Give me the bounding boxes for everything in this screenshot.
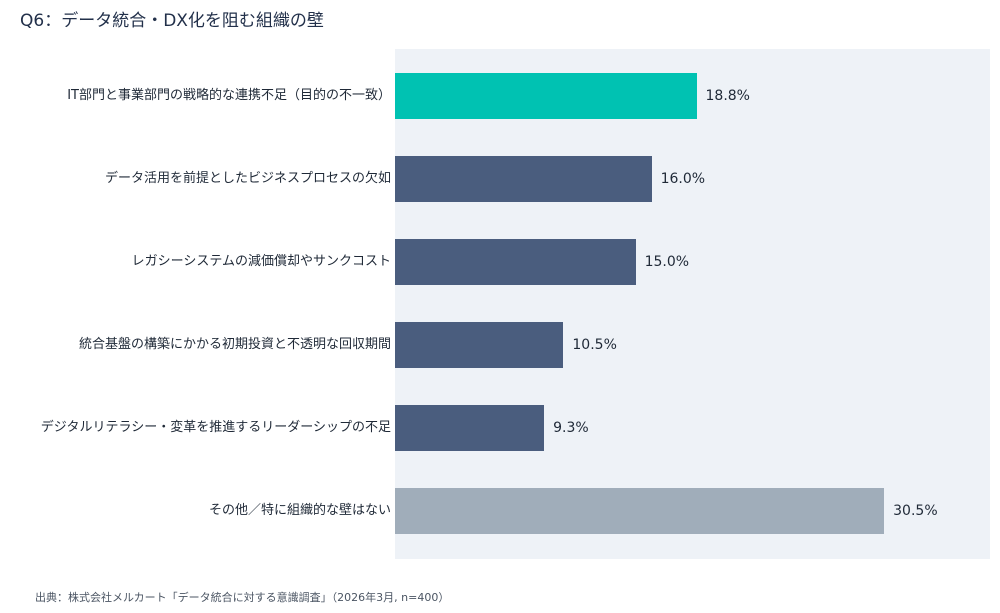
value-label-2: 16.0% bbox=[660, 171, 706, 187]
bar-5 bbox=[395, 405, 545, 451]
value-label-4: 10.5% bbox=[572, 337, 617, 353]
category-label-2: データ活用を前提としたビジネスプロセスの欠如 bbox=[104, 171, 391, 186]
bar-2 bbox=[395, 156, 652, 202]
value-label-3: 15.0% bbox=[644, 254, 690, 270]
bar-3 bbox=[395, 239, 636, 285]
category-label-4: 統合基盤の構築にかかる初期投資と不透明な回収期間 bbox=[78, 337, 391, 352]
bar-6 bbox=[395, 488, 885, 534]
value-label-5: 9.3% bbox=[553, 420, 589, 436]
source-note: 出典：株式会社メルカート「データ統合に対する意識調査」（2026年3月, n=4… bbox=[35, 591, 450, 604]
chart-title: Q6：データ統合・DX化を阻む組織の壁 bbox=[20, 11, 324, 31]
category-label-6: その他／特に組織的な壁はない bbox=[208, 503, 391, 518]
category-label-3: レガシーシステムの減価償却やサンクコスト bbox=[131, 254, 391, 269]
category-label-1: IT部門と事業部門の戦略的な連携不足（目的の不一致） bbox=[67, 88, 391, 103]
value-label-6: 30.5% bbox=[893, 503, 938, 519]
category-label-5: デジタルリテラシー・変革を推進するリーダーシップの不足 bbox=[40, 420, 391, 435]
value-label-1: 18.8% bbox=[705, 88, 750, 104]
bar-4 bbox=[395, 322, 564, 368]
bar-1 bbox=[395, 73, 697, 119]
plot-area bbox=[395, 49, 990, 559]
